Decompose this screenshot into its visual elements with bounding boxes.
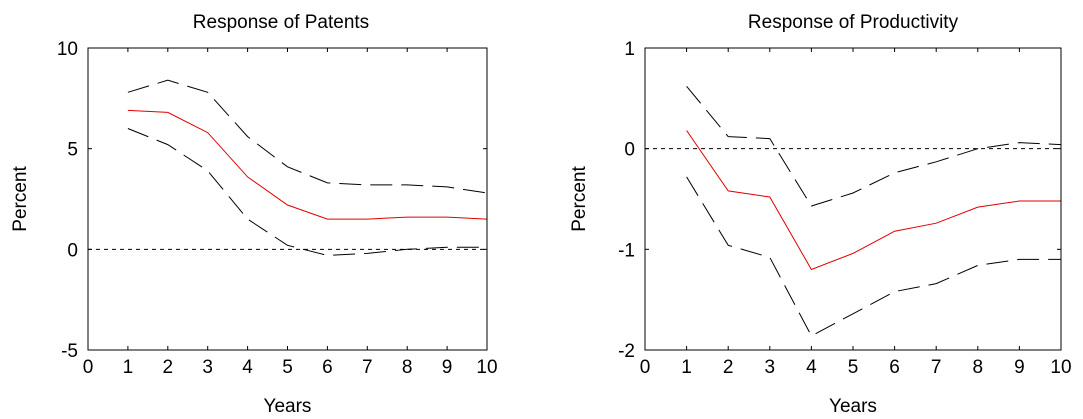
chart2-xtick-label: 8 [973, 357, 984, 378]
chart2-series-lower-band [686, 176, 1061, 337]
chart2-ylabel: Percent [569, 166, 590, 232]
chart1-ylabel: Percent [10, 166, 31, 232]
chart1-ytick-label: 5 [67, 140, 78, 161]
chart2-ytick-label: 0 [624, 140, 635, 161]
chart1-xtick-label: 5 [282, 357, 293, 378]
chart1-xtick-label: 7 [362, 357, 373, 378]
chart2-plot-frame [644, 47, 1062, 351]
chart1-plot-frame [87, 47, 488, 351]
chart2-xtick-label: 10 [1050, 357, 1071, 378]
chart1-ytick-label: 10 [57, 39, 78, 60]
chart1-xtick-label: 6 [322, 357, 333, 378]
chart1-series-lower-band [127, 128, 487, 256]
chart1-xlabel: Years [264, 396, 312, 417]
chart1-xtick-label: 10 [476, 357, 497, 378]
chart2-xtick-label: 9 [1014, 357, 1025, 378]
chart1-xtick-label: 0 [83, 357, 94, 378]
chart1-xtick-label: 3 [202, 357, 213, 378]
chart1-xtick-label: 9 [442, 357, 453, 378]
chart1-series-upper-band [127, 79, 488, 194]
chart2-title: Response of Productivity [748, 12, 959, 33]
chart2-ytick-label: -1 [618, 240, 635, 261]
chart2-series-upper-band [686, 85, 1062, 207]
chart1-ytick-label: 0 [67, 240, 78, 261]
chart1-title: Response of Patents [193, 12, 369, 33]
chart1-xtick-label: 8 [402, 357, 413, 378]
chart2-xtick-label: 5 [848, 357, 859, 378]
chart2-xtick-label: 6 [889, 357, 900, 378]
chart2-xtick-label: 7 [931, 357, 942, 378]
chart2-series-response [686, 130, 1061, 271]
chart1-ytick-label: -5 [61, 341, 78, 362]
chart2-xlabel: Years [829, 396, 877, 417]
chart2-ytick-label: -2 [618, 341, 635, 362]
chart1-xtick-label: 4 [242, 357, 253, 378]
chart2-xtick-label: 0 [640, 357, 651, 378]
chart1-xtick-label: 2 [163, 357, 174, 378]
chart2-xtick-label: 2 [723, 357, 734, 378]
chart1-series-response [127, 109, 488, 220]
chart1-xtick-label: 1 [123, 357, 134, 378]
chart2-xtick-label: 1 [681, 357, 692, 378]
chart2-ytick-label: 1 [624, 39, 635, 60]
chart2-xtick-label: 4 [806, 357, 817, 378]
chart2-xtick-label: 3 [765, 357, 776, 378]
